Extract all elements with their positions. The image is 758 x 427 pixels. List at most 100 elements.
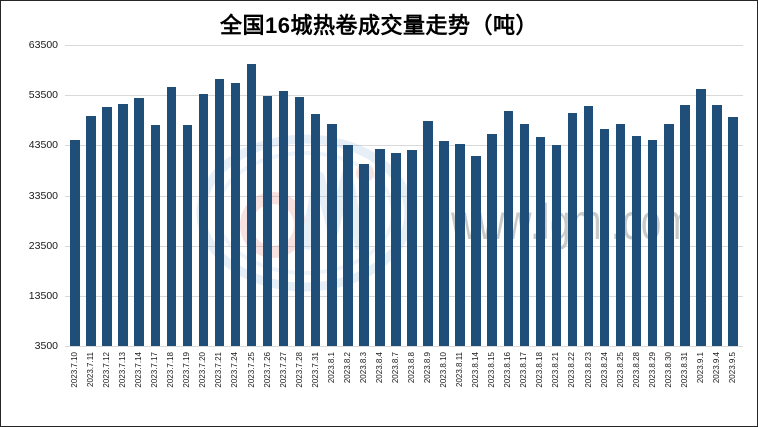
bar-2023.8.9 [423,120,433,346]
x-tick-cell: 2023.9.1 [693,352,709,416]
x-tick-label: 2023.8.17 [519,352,529,388]
x-tick-cell: 2023.8.24 [597,352,613,416]
x-tick-cell: 2023.7.28 [292,352,308,416]
bar-2023.7.18 [166,87,177,346]
x-tick-label: 2023.8.18 [535,352,545,388]
bar-slot [613,45,629,346]
bar-slot [147,45,163,346]
bar-slot [179,45,195,346]
x-tick-label: 2023.8.25 [615,352,625,388]
bar-slot [356,45,372,346]
bar-2023.8.11 [455,143,465,346]
gridline [65,295,743,297]
x-tick-label: 2023.7.11 [86,352,96,387]
x-tick-label: 2023.7.21 [214,352,224,388]
x-tick-label: 2023.7.12 [102,352,112,388]
x-tick-label: 2023.7.24 [230,352,240,388]
y-tick-label: 63500 [28,39,58,51]
x-tick-label: 2023.8.10 [439,352,449,388]
x-tick-label: 2023.8.9 [423,352,433,384]
x-tick-label: 2023.8.3 [358,352,368,384]
bar-2023.8.17 [519,123,530,346]
bar-slot [468,45,484,346]
x-tick-label: 2023.7.10 [70,352,80,388]
x-tick-label: 2023.9.4 [711,352,721,384]
bar-slot [99,45,115,346]
bar-2023.7.25 [246,64,257,346]
bar-2023.7.24 [230,82,241,346]
x-tick-label: 2023.8.11 [455,352,465,387]
bar-slot [244,45,260,346]
bar-slot [163,45,179,346]
x-tick-cell: 2023.8.30 [661,352,677,416]
bar-slot [564,45,580,346]
bar-slot [484,45,500,346]
bar-slot [131,45,147,346]
x-tick-label: 2023.8.14 [471,352,481,388]
bar-slot [292,45,308,346]
x-tick-label: 2023.8.15 [487,352,497,388]
x-tick-cell: 2023.8.11 [452,352,468,416]
bar-2023.7.21 [214,78,225,346]
x-tick-label: 2023.7.20 [198,352,208,388]
x-axis-labels: 2023.7.10 2023.7.11 2023.7.12 2023.7.13 2023… [67,352,741,416]
gridline [65,245,743,247]
x-tick-cell: 2023.8.16 [500,352,516,416]
x-tick-label: 2023.7.28 [294,352,304,388]
x-tick-label: 2023.8.23 [583,352,593,388]
x-tick-cell: 2023.8.3 [356,352,372,416]
x-tick-cell: 2023.7.20 [195,352,211,416]
bar-2023.8.18 [535,137,546,346]
y-tick-label: 33500 [28,189,58,202]
x-tick-label: 2023.7.18 [166,352,176,388]
x-tick-cell: 2023.7.21 [211,352,227,416]
bar-slot [436,45,452,346]
bar-2023.7.20 [198,93,209,346]
bar-slot [308,45,324,346]
bar-slot [340,45,356,346]
x-tick-label: 2023.7.25 [246,352,256,388]
bar-slot [597,45,613,346]
x-tick-cell: 2023.9.4 [709,352,725,416]
x-tick-label: 2023.8.28 [631,352,641,388]
bar-2023.9.1 [696,89,706,346]
bar-slot [581,45,597,346]
bar-2023.8.8 [407,149,417,346]
bar-2023.7.11 [86,116,96,346]
bar-2023.7.31 [310,113,321,346]
x-tick-cell: 2023.8.8 [404,352,420,416]
x-tick-label: 2023.8.4 [374,352,384,384]
x-tick-label: 2023.7.26 [262,352,272,388]
bar-slot [452,45,468,346]
gridline [65,95,743,97]
bar-2023.8.23 [583,105,594,346]
y-tick-label: 23500 [28,239,58,252]
plot-area: www.lgmi.com [65,45,743,347]
bar-slot [500,45,516,346]
bar-slot [404,45,420,346]
bar-2023.8.14 [471,156,481,346]
bar-slot [516,45,532,346]
bar-2023.8.31 [680,104,690,346]
gridline [65,45,743,46]
x-tick-cell: 2023.7.31 [308,352,324,416]
bar-slot [195,45,211,346]
gridline [65,195,743,197]
x-tick-label: 2023.8.30 [663,352,673,388]
bar-slot [532,45,548,346]
bar-slot [260,45,276,346]
bar-2023.7.10 [70,140,80,346]
bar-slot [211,45,227,346]
x-tick-cell: 2023.8.22 [564,352,580,416]
bar-slot [420,45,436,346]
x-tick-cell: 2023.7.18 [163,352,179,416]
x-tick-cell: 2023.7.11 [83,352,99,416]
bar-slot [276,45,292,346]
x-tick-label: 2023.9.1 [695,352,705,384]
bar-slot [725,45,741,346]
bar-slot [629,45,645,346]
x-tick-label: 2023.8.22 [567,352,577,388]
x-tick-cell: 2023.8.17 [516,352,532,416]
bar-slot [115,45,131,346]
